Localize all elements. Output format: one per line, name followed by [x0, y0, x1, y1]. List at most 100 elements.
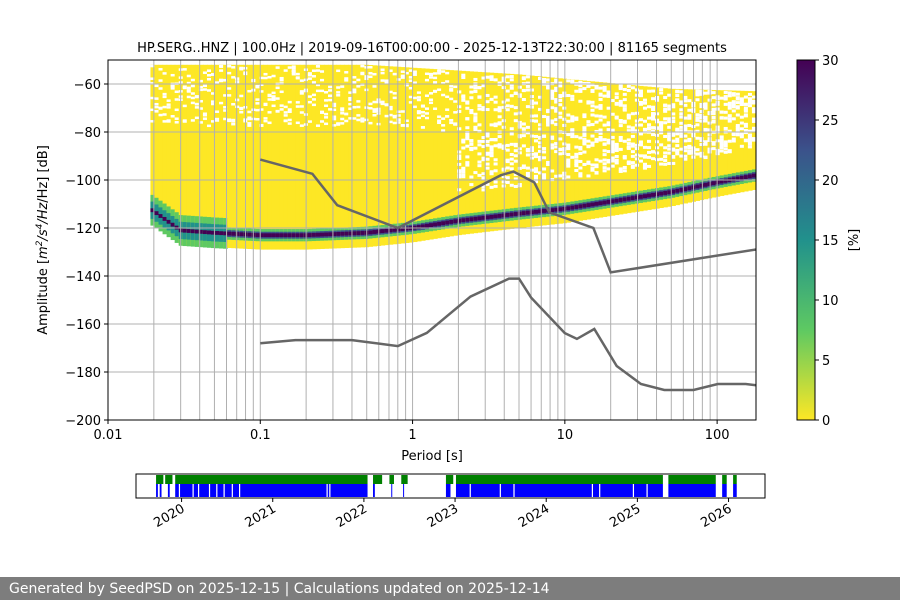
density-gap	[497, 122, 503, 126]
density-gap	[408, 69, 414, 72]
density-gap	[320, 110, 325, 114]
density-gap	[416, 111, 422, 115]
density-gap	[380, 79, 386, 82]
density-gap	[356, 100, 361, 103]
density-gap	[396, 121, 402, 124]
density-gap	[356, 78, 361, 82]
y-tick-label: −160	[65, 318, 101, 333]
density-gap	[283, 119, 289, 122]
density-peak	[554, 207, 559, 212]
density-gap	[267, 98, 273, 101]
density-gap	[198, 107, 204, 110]
density-gap	[622, 104, 628, 108]
density-gap	[529, 102, 535, 106]
density-gap	[311, 69, 317, 72]
density-band	[215, 64, 220, 248]
density-gap	[247, 116, 252, 119]
density-band	[598, 82, 604, 218]
density-gap	[723, 143, 729, 147]
density-gap	[320, 120, 325, 123]
density-gap	[715, 107, 721, 111]
density-gap	[324, 122, 329, 126]
density-gap	[295, 72, 301, 76]
density-gap	[647, 89, 652, 93]
density-gap	[324, 91, 329, 94]
density-gap	[170, 87, 176, 90]
density-peak	[574, 205, 579, 209]
density-gap	[291, 65, 297, 68]
density-gap	[751, 137, 756, 141]
density-band	[473, 71, 479, 234]
density-gap	[525, 84, 531, 88]
density-gap	[533, 170, 539, 174]
density-gap	[154, 110, 160, 113]
density-gap	[368, 75, 374, 79]
density-gap	[505, 104, 511, 108]
availability-gap	[326, 484, 328, 497]
density-gap	[566, 153, 571, 157]
density-gap	[743, 106, 749, 110]
density-gap	[663, 121, 668, 125]
density-band	[570, 79, 575, 223]
density-gap	[279, 90, 285, 94]
density-band	[404, 67, 410, 244]
availability-gap	[591, 484, 593, 497]
density-gap	[481, 145, 487, 149]
availability-year-ticks: 2020 2021 2022 2023 2024 2025 2026	[151, 498, 735, 531]
density-gap	[533, 167, 539, 171]
density-peak	[509, 212, 515, 217]
year-tick-label: 2021	[243, 501, 279, 531]
density-gap	[344, 119, 349, 123]
density-peak	[618, 198, 624, 202]
density-gap	[521, 77, 527, 81]
density-gap	[247, 110, 252, 114]
density-band	[295, 64, 301, 250]
year-tick-label: 2023	[425, 501, 461, 531]
density-gap	[170, 73, 176, 77]
density-gap	[465, 135, 470, 139]
density-gap	[336, 94, 341, 97]
density-gap	[521, 127, 527, 131]
density-gap	[497, 106, 503, 110]
year-tick-label: 2022	[334, 501, 370, 531]
density-gap	[525, 131, 531, 135]
density-gap	[626, 84, 632, 88]
density-gap	[731, 133, 737, 137]
density-gap	[275, 86, 281, 90]
density-gap	[618, 99, 624, 103]
density-gap	[477, 139, 483, 143]
availability-green-span	[668, 475, 716, 484]
density-gap	[388, 120, 394, 124]
availability-green-span	[373, 475, 383, 484]
density-gap	[485, 152, 491, 156]
density-band	[429, 68, 434, 240]
density-gap	[550, 119, 555, 123]
density-gap	[457, 173, 462, 177]
density-gap	[570, 128, 575, 132]
density-gap	[521, 122, 527, 126]
availability-gap	[223, 484, 225, 497]
density-gap	[630, 86, 636, 90]
density-gap	[578, 174, 584, 178]
density-gap	[509, 86, 515, 90]
availability-gap	[469, 484, 471, 497]
density-gap	[614, 160, 620, 164]
density-gap	[663, 134, 668, 138]
density-peak	[598, 201, 604, 206]
density-gap	[481, 106, 487, 110]
density-gap	[566, 79, 571, 83]
density-gap	[307, 73, 313, 77]
density-gap	[727, 103, 733, 107]
density-gap	[227, 64, 232, 68]
density-gap	[352, 88, 357, 92]
density-gap	[287, 110, 293, 114]
density-gap	[352, 76, 357, 79]
density-band	[344, 64, 349, 249]
density-gap	[578, 88, 584, 92]
density-gap	[751, 95, 756, 99]
density-gap	[315, 124, 321, 127]
density-gap	[372, 114, 378, 117]
density-gap	[671, 112, 676, 116]
density-gap	[683, 134, 688, 138]
density-peak	[679, 187, 684, 192]
